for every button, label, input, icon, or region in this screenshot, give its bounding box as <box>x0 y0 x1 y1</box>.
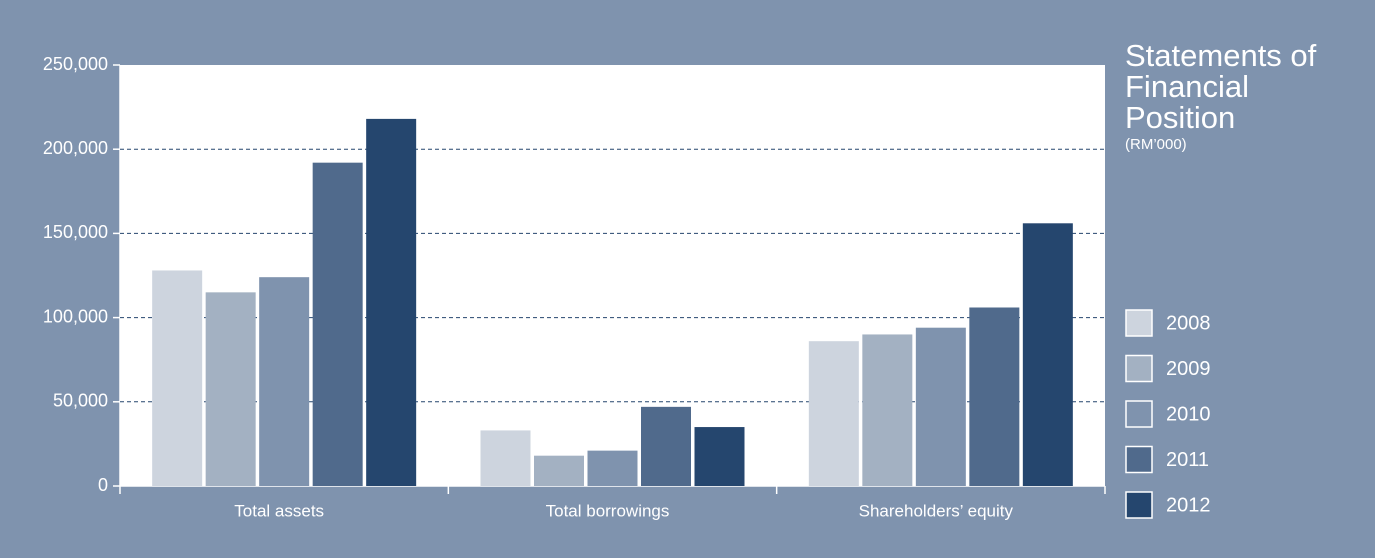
chart-title: Statements of Financial Position <box>1125 38 1317 135</box>
legend-label: 2011 <box>1166 449 1209 471</box>
bar <box>259 277 310 486</box>
x-tick-label: Shareholders’ equity <box>859 501 1014 520</box>
bar <box>480 430 531 486</box>
bar <box>152 270 203 486</box>
legend-label: 2012 <box>1166 494 1211 516</box>
legend-label: 2008 <box>1166 312 1211 334</box>
bar <box>862 334 913 486</box>
legend-swatch <box>1125 309 1153 337</box>
y-tick-label: 0 <box>98 475 108 495</box>
bar <box>808 341 859 486</box>
chart-subtitle: (RM’000) <box>1125 136 1187 153</box>
legend-label: 2010 <box>1166 403 1211 425</box>
y-tick-label: 50,000 <box>53 391 108 411</box>
y-tick-label: 100,000 <box>43 306 108 326</box>
bar <box>587 450 638 486</box>
legend-label: 2009 <box>1166 358 1211 380</box>
y-tick-label: 200,000 <box>43 138 108 158</box>
legend-swatch <box>1125 491 1153 519</box>
bar <box>366 118 417 486</box>
bar <box>915 327 966 486</box>
bar <box>205 292 256 486</box>
legend-swatch <box>1125 400 1153 428</box>
legend-swatch <box>1125 354 1153 383</box>
bar <box>312 162 363 486</box>
bar <box>1022 223 1073 486</box>
bar <box>969 307 1020 486</box>
legend-swatch <box>1125 445 1153 474</box>
x-tick-label: Total borrowings <box>546 501 670 520</box>
x-tick-label: Total assets <box>234 501 324 520</box>
bar <box>534 455 584 486</box>
bar <box>641 406 691 486</box>
y-tick-label: 150,000 <box>43 222 108 242</box>
y-tick-label: 250,000 <box>43 54 108 74</box>
bar <box>694 427 745 486</box>
